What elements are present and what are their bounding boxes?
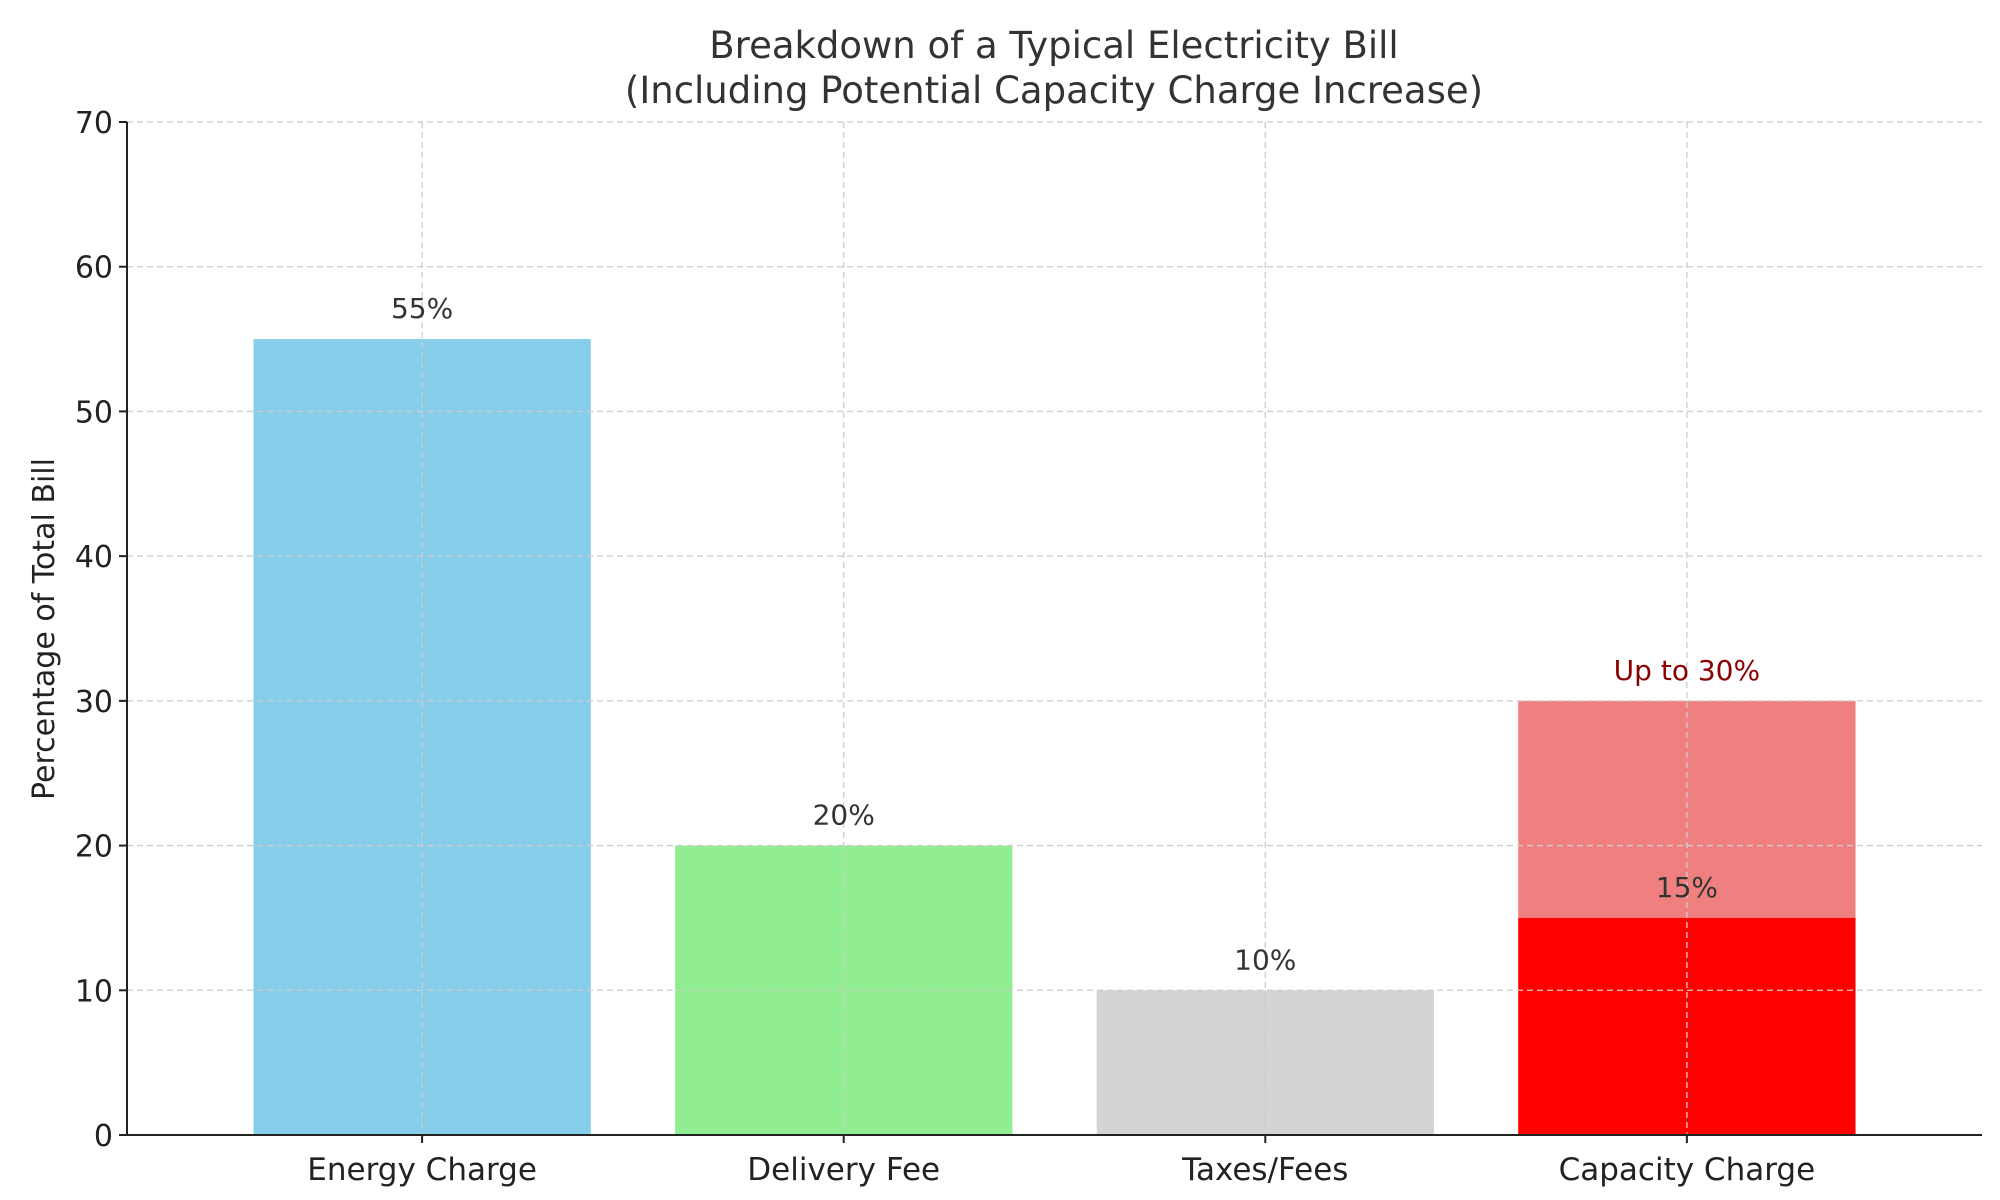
y-tick-label: 0 <box>94 1119 113 1154</box>
data-label: 20% <box>813 799 875 832</box>
y-tick-label: 70 <box>75 106 113 141</box>
data-label: 55% <box>391 292 453 325</box>
x-tick-label: Delivery Fee <box>747 1152 940 1188</box>
chart-title: Breakdown of a Typical Electricity Bill <box>709 24 1398 67</box>
x-tick-label: Energy Charge <box>307 1152 537 1188</box>
plot-area: 0 10 20 30 40 50 60 70 Energy Charge Delivery Fee… <box>75 106 1982 1188</box>
y-tick-label: 10 <box>75 974 113 1009</box>
data-label: 10% <box>1234 943 1296 976</box>
y-tick-label: 50 <box>75 395 113 430</box>
y-axis-label: Percentage of Total Bill <box>27 458 62 800</box>
y-tick-label: 20 <box>75 830 113 865</box>
data-label: 15% <box>1656 871 1718 904</box>
chart-subtitle: (Including Potential Capacity Charge Inc… <box>625 69 1483 112</box>
y-tick-label: 60 <box>75 251 113 286</box>
y-tick-label: 30 <box>75 685 113 720</box>
annotation-label: Up to 30% <box>1614 654 1760 687</box>
x-tick-label: Capacity Charge <box>1559 1152 1816 1188</box>
x-tick-label: Taxes/Fees <box>1181 1152 1348 1188</box>
y-tick-label: 40 <box>75 540 113 575</box>
